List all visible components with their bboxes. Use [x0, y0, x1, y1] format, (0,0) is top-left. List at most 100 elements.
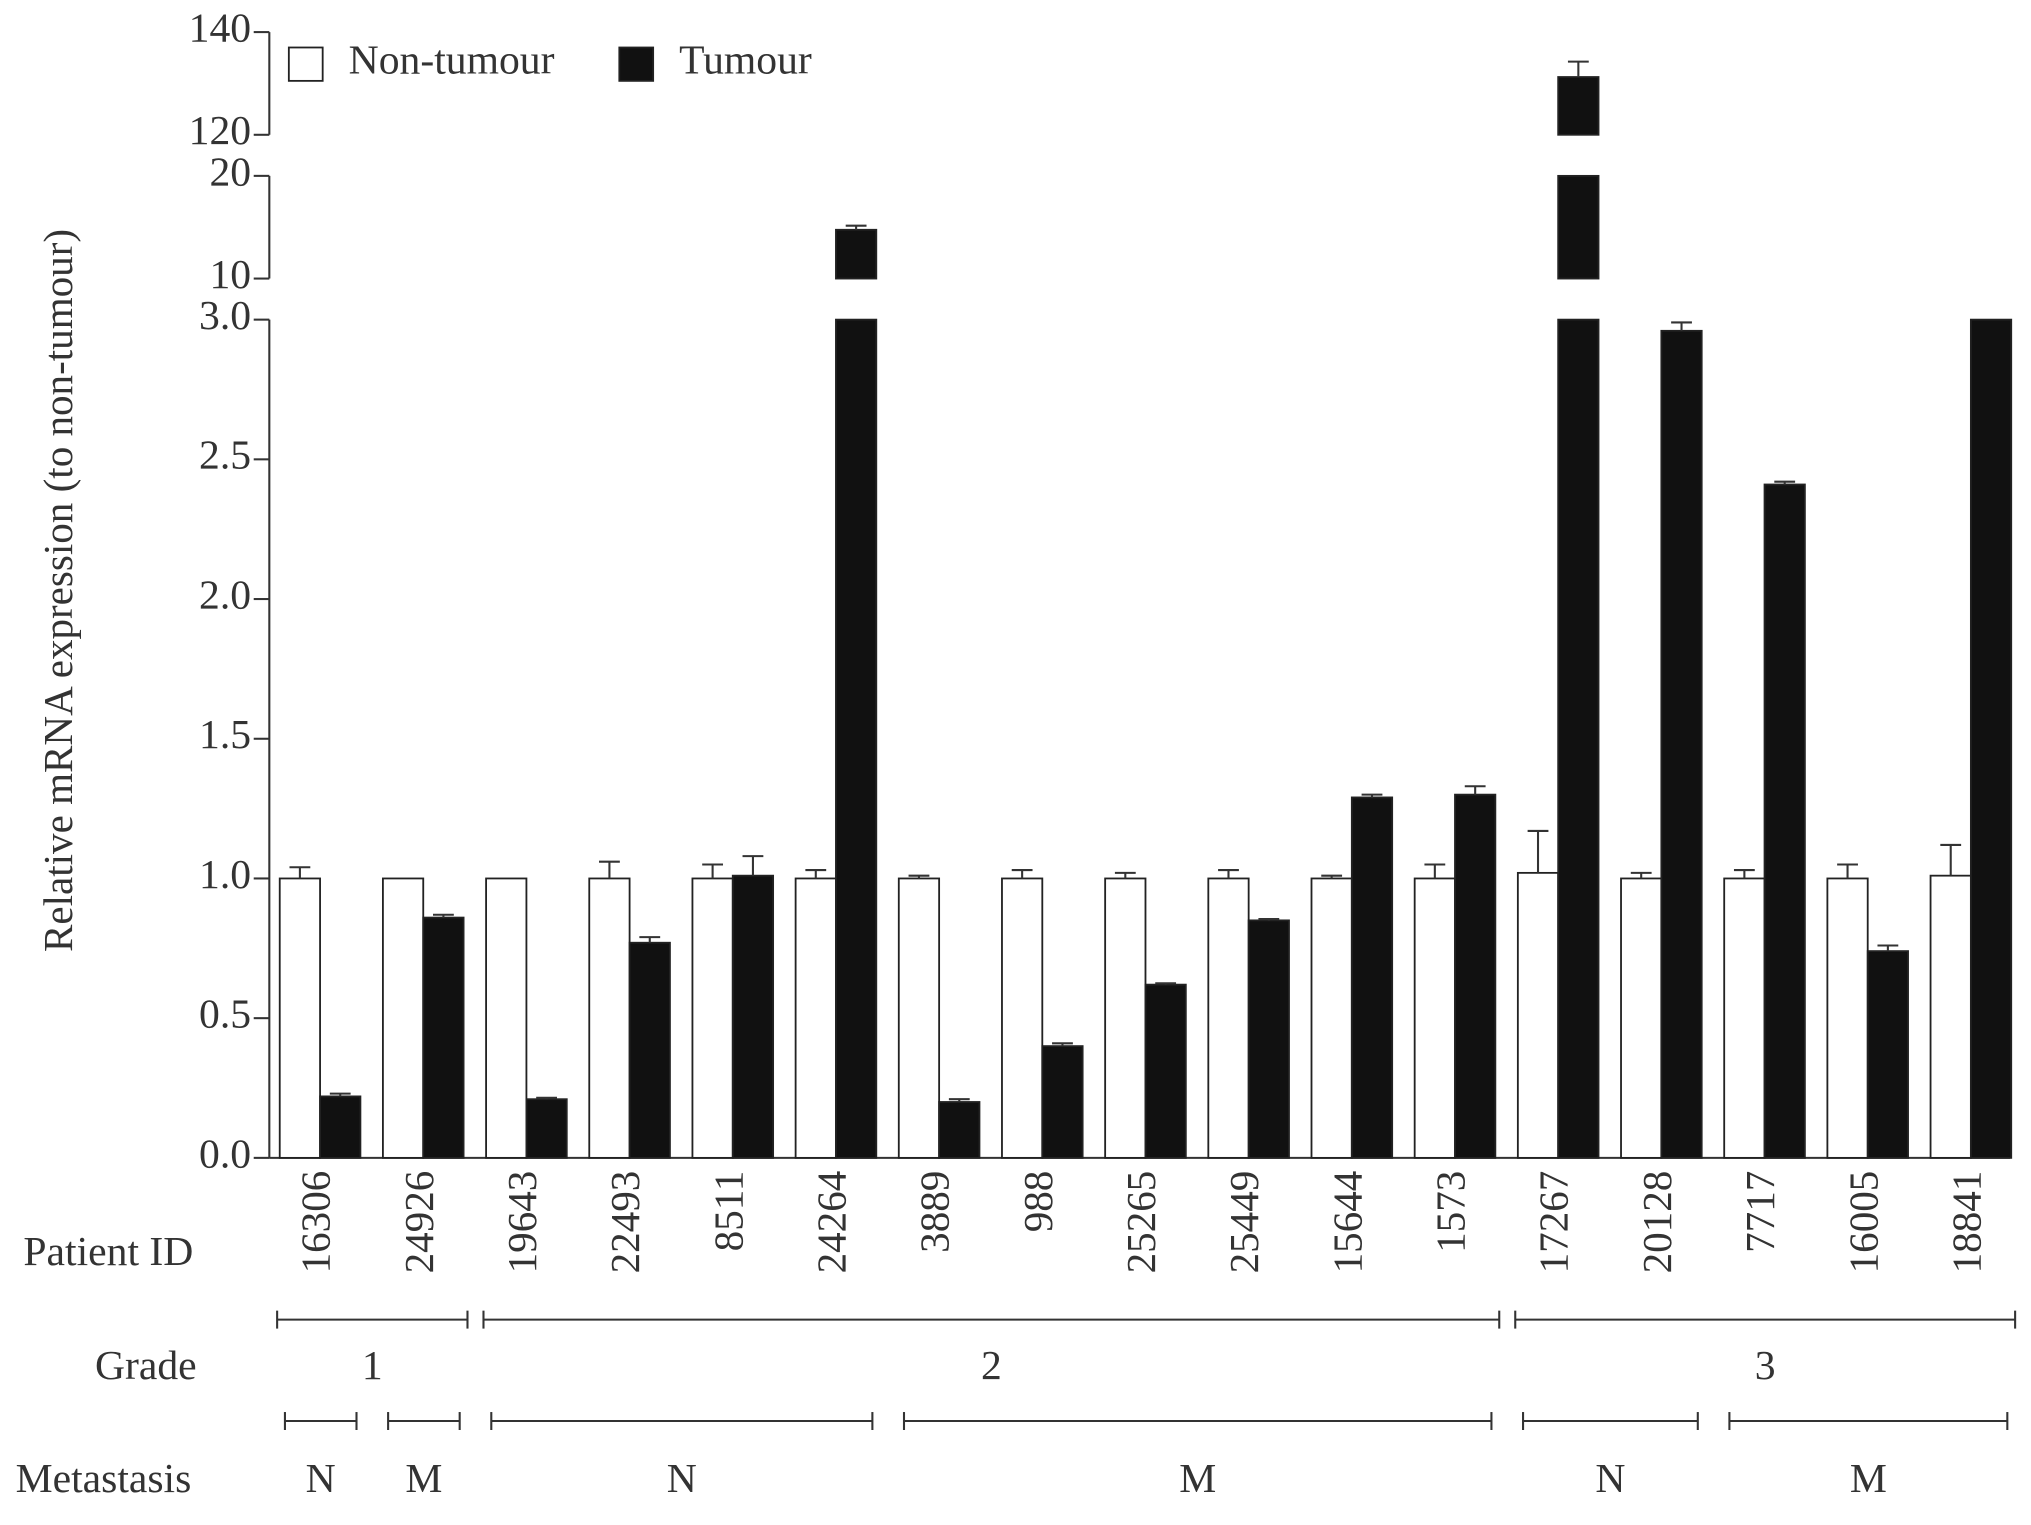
- x-tick-label: 22493: [602, 1171, 648, 1274]
- error-bar: [1155, 982, 1177, 985]
- bar: [1826, 877, 1869, 1159]
- error-bar: [289, 866, 311, 879]
- error-bar: [1940, 843, 1962, 876]
- bar: [1413, 877, 1456, 1159]
- bar: [1001, 877, 1044, 1159]
- bar: [628, 941, 671, 1159]
- patient-id-label: Patient ID: [23, 1228, 193, 1274]
- bar: [691, 877, 734, 1159]
- legend-label: Non-tumour: [349, 37, 555, 83]
- x-tick-label: 24264: [808, 1170, 854, 1273]
- metastasis-group-label: M: [405, 1455, 442, 1501]
- x-tick-label: 18841: [1943, 1171, 1989, 1274]
- metastasis-group-label: N: [1595, 1455, 1625, 1501]
- metastasis-group-label: M: [1850, 1455, 1887, 1501]
- error-bar: [1877, 944, 1899, 952]
- bar: [278, 877, 321, 1159]
- error-bar: [599, 860, 620, 879]
- bar: [1041, 1045, 1084, 1159]
- bar: [1207, 877, 1250, 1159]
- bar: [1763, 483, 1806, 1159]
- bar: [1557, 76, 1600, 136]
- bar: [1104, 877, 1147, 1159]
- error-bar: [1052, 1042, 1073, 1047]
- bar: [1620, 877, 1663, 1159]
- metastasis-group-label: N: [306, 1455, 336, 1501]
- bar: [731, 874, 775, 1159]
- bar: [1723, 877, 1766, 1159]
- error-bar: [845, 224, 867, 230]
- error-bar: [1630, 871, 1652, 879]
- bar: [422, 916, 465, 1159]
- legend-swatch: [618, 46, 655, 82]
- error-bar: [1671, 321, 1692, 331]
- error-bar: [948, 1098, 970, 1102]
- x-tick-label: 24926: [396, 1171, 442, 1274]
- y-tick-label: 2.0: [199, 572, 251, 618]
- x-tick-label: 25449: [1221, 1171, 1267, 1274]
- error-bar: [805, 869, 827, 879]
- bar: [1866, 950, 1909, 1159]
- y-axis-label: Relative mRNA expression (to non-tumour): [35, 229, 82, 952]
- x-tick-label: 3889: [911, 1171, 957, 1253]
- x-tick-label: 1573: [1427, 1171, 1473, 1253]
- bar: [485, 877, 528, 1159]
- y-tick-label: 3.0: [199, 292, 251, 338]
- legend-swatch: [287, 46, 324, 82]
- y-tick-label: 20: [209, 149, 251, 195]
- error-bar: [1567, 60, 1589, 78]
- error-bar: [1361, 793, 1383, 798]
- bar: [1557, 174, 1600, 280]
- legend-label: Tumour: [679, 37, 812, 83]
- bar: [588, 877, 631, 1159]
- error-bar: [1011, 869, 1033, 879]
- error-bar: [1774, 480, 1796, 485]
- metastasis-group-label: N: [667, 1455, 697, 1501]
- error-bar: [1321, 874, 1343, 879]
- x-tick-label: 25265: [1118, 1171, 1164, 1274]
- bar: [1247, 919, 1290, 1159]
- grade-group-label: 2: [981, 1342, 1002, 1388]
- error-bar: [1464, 785, 1486, 795]
- error-bar: [908, 874, 930, 879]
- error-bar: [639, 936, 661, 943]
- error-bar: [536, 1096, 557, 1100]
- y-tick-label: 1.0: [199, 851, 251, 897]
- bar: [1350, 796, 1394, 1159]
- y-tick-label: 0.5: [199, 991, 251, 1037]
- y-tick-label: 140: [189, 5, 251, 51]
- bar: [897, 877, 941, 1159]
- metastasis-label: Metastasis: [16, 1455, 192, 1501]
- metastasis-group-label: M: [1179, 1455, 1216, 1501]
- bar: [525, 1098, 568, 1159]
- error-bar: [1837, 863, 1858, 879]
- x-tick-label: 8511: [705, 1171, 751, 1252]
- bar: [319, 1095, 362, 1159]
- bar: [835, 318, 878, 1159]
- bar: [1144, 983, 1187, 1159]
- x-tick-label: 7717: [1737, 1171, 1783, 1253]
- y-tick-label: 0.0: [199, 1131, 251, 1177]
- error-bar: [1218, 869, 1239, 879]
- bar: [794, 877, 837, 1159]
- bar: [938, 1101, 981, 1159]
- y-tick-label: 2.5: [199, 432, 251, 478]
- bar: [1929, 874, 1972, 1159]
- error-bar: [1114, 871, 1136, 879]
- x-tick-label: 19643: [499, 1171, 545, 1274]
- error-bar: [742, 855, 764, 876]
- x-tick-label: 20128: [1634, 1171, 1680, 1274]
- bar: [1454, 793, 1497, 1159]
- grade-group-label: 1: [362, 1342, 383, 1388]
- bar: [1310, 877, 1353, 1159]
- x-tick-label: 16306: [292, 1171, 338, 1274]
- bar: [1969, 318, 2013, 1159]
- bar: [1516, 871, 1560, 1159]
- x-tick-label: 17267: [1530, 1171, 1576, 1274]
- x-tick-label: 16005: [1840, 1171, 1886, 1274]
- y-tick-label: 120: [189, 107, 251, 153]
- x-tick-label: 15644: [1324, 1170, 1370, 1273]
- bar: [1660, 329, 1703, 1159]
- y-tick-label: 10: [209, 251, 251, 297]
